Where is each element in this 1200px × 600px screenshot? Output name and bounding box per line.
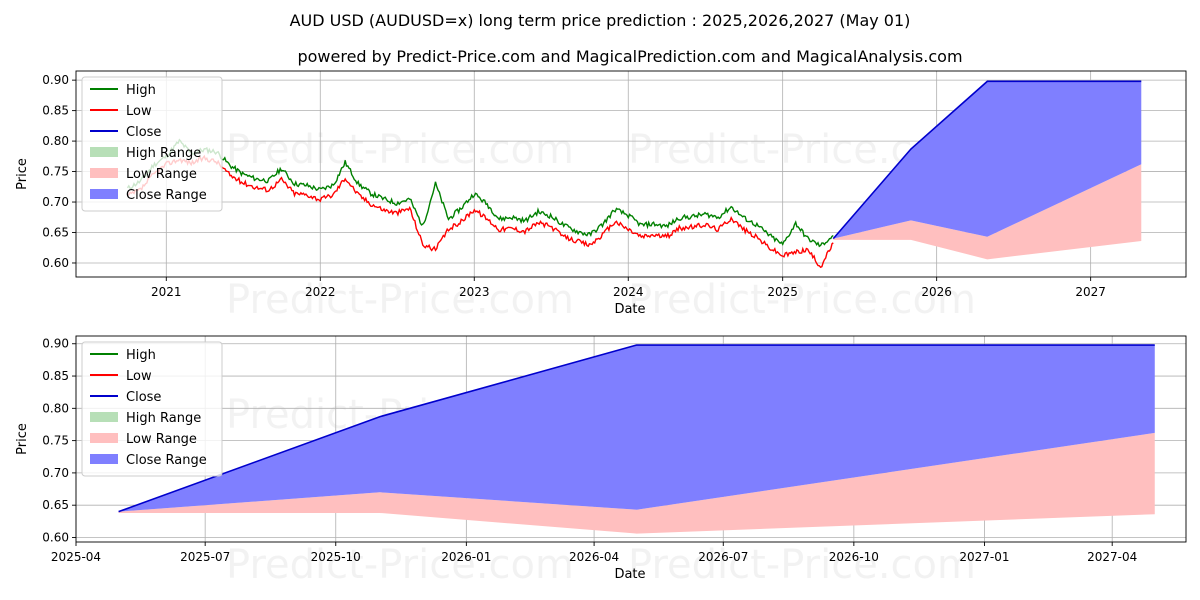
forecast-close-line (832, 80, 1142, 240)
x-tick-label: 2025-10 (311, 550, 361, 564)
y-tick-label: 0.90 (42, 73, 69, 87)
x-axis-label: Date (614, 567, 645, 582)
legend-label: Close (126, 125, 161, 140)
x-tick-label: 2026 (921, 285, 952, 299)
plot-area (118, 344, 1155, 534)
legend-swatch-patch (90, 189, 118, 199)
low-line (127, 154, 834, 269)
legend-label: Low (126, 369, 152, 384)
x-tick-label: 2026-10 (829, 550, 879, 564)
low-range-band (118, 432, 1155, 534)
y-tick-label: 0.80 (42, 134, 69, 148)
y-tick-label: 0.75 (42, 165, 69, 179)
legend-label: Low Range (126, 432, 197, 447)
y-tick-label: 0.65 (42, 498, 69, 512)
close-range-band (118, 345, 1155, 512)
x-tick-label: 2027-01 (959, 550, 1009, 564)
chart-title: AUD USD (AUDUSD=x) long term price predi… (290, 11, 911, 30)
axes-frame (75, 70, 1187, 278)
legend-label: High Range (126, 411, 201, 426)
x-tick-label: 2021 (151, 285, 182, 299)
legend-label: High Range (126, 146, 201, 161)
legend-label: Close (126, 390, 161, 405)
top-panel: Predict-Price.com Predict-Price.com Predic… (15, 70, 1187, 323)
legend-label: High (126, 348, 156, 363)
y-tick-label: 0.75 (42, 434, 69, 448)
legend-swatch-patch (90, 168, 118, 178)
x-tick-label: 2025 (767, 285, 798, 299)
watermark-text: Predict-Price.com (628, 542, 976, 588)
high-line (126, 138, 834, 248)
watermark-text: Predict-Price.com (226, 277, 574, 323)
x-tick-label: 2026-01 (441, 550, 491, 564)
x-tick-label: 2027-04 (1087, 550, 1137, 564)
y-tick-label: 0.60 (42, 256, 69, 270)
legend-swatch-patch (90, 454, 118, 464)
y-tick-label: 0.60 (42, 530, 69, 544)
legend-swatch-patch (90, 433, 118, 443)
y-tick-label: 0.70 (42, 466, 69, 480)
y-axis-label: Price (15, 158, 30, 190)
watermark-text: Predict-Price.com (226, 542, 574, 588)
x-tick-label: 2023 (459, 285, 490, 299)
x-tick-label: 2026-04 (569, 550, 619, 564)
x-tick-label: 2025-04 (51, 550, 101, 564)
legend-swatch-patch (90, 412, 118, 422)
x-tick-label: 2024 (613, 285, 644, 299)
watermark-text: Predict-Price.com (226, 127, 574, 173)
watermark-text: Predict-Price.com (628, 277, 976, 323)
legend-label: High (126, 83, 156, 98)
legend-swatch-patch (90, 147, 118, 157)
x-tick-label: 2025-07 (180, 550, 230, 564)
y-tick-label: 0.65 (42, 226, 69, 240)
forecast-close-line (118, 344, 1155, 513)
x-tick-label: 2026-07 (698, 550, 748, 564)
y-tick-label: 0.85 (42, 104, 69, 118)
low-range-band (833, 164, 1142, 260)
legend-label: Close Range (126, 453, 207, 468)
legend-label: Close Range (126, 188, 207, 203)
legend: High Low Close High Range Low Range Close Ran… (81, 76, 223, 212)
y-tick-label: 0.90 (42, 337, 69, 351)
close-range-band (833, 81, 1142, 239)
x-axis-label: Date (614, 302, 645, 317)
plot-area (126, 80, 1142, 269)
y-axis-label: Price (15, 423, 30, 455)
legend-label: Low Range (126, 167, 197, 182)
legend-label: Low (126, 104, 152, 119)
y-tick-label: 0.85 (42, 369, 69, 383)
chart-subtitle: powered by Predict-Price.com and Magical… (297, 47, 962, 66)
y-tick-label: 0.70 (42, 195, 69, 209)
y-tick-label: 0.80 (42, 401, 69, 415)
axes-frame (75, 335, 1187, 543)
legend: High Low Close High Range Low Range Close Ran… (81, 341, 223, 477)
bottom-panel: Predict-Price.comPredict-Price.comPredic… (15, 335, 1187, 588)
x-tick-label: 2022 (305, 285, 336, 299)
x-tick-label: 2027 (1075, 285, 1106, 299)
